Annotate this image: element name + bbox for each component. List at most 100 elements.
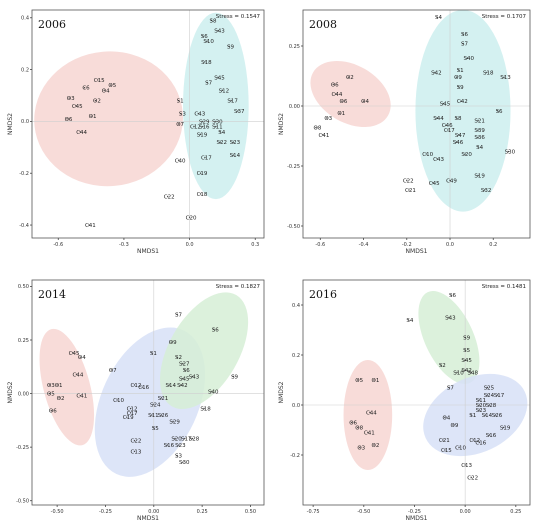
data-point <box>96 79 99 81</box>
point-label: S18 <box>483 70 494 76</box>
point-label: S5 <box>463 348 470 354</box>
data-point <box>202 35 204 37</box>
point-label: C45 <box>429 181 440 187</box>
point-label: O5 <box>355 378 363 384</box>
data-point <box>58 397 60 399</box>
point-label: S28 <box>189 437 200 443</box>
data-point <box>90 115 92 117</box>
point-label: S40 <box>464 56 475 62</box>
data-point <box>455 141 458 143</box>
data-point <box>464 369 466 371</box>
point-label: S47 <box>455 133 466 139</box>
data-point <box>362 100 365 102</box>
data-point <box>447 129 449 131</box>
stress-value: Stress = 0.1547 <box>216 14 261 20</box>
data-point <box>464 153 466 155</box>
data-point <box>373 444 375 446</box>
y-tick-label: -0.25 <box>16 445 29 451</box>
data-point <box>177 159 180 161</box>
data-point <box>483 189 486 191</box>
point-label: C10 <box>455 446 466 452</box>
data-point <box>341 100 343 102</box>
point-label: C40 <box>175 158 186 164</box>
data-point <box>502 426 505 429</box>
data-point <box>486 394 489 396</box>
point-label: O5 <box>108 83 116 89</box>
data-point <box>176 313 178 315</box>
point-label: C17 <box>127 411 138 417</box>
group-ellipse-C <box>343 360 393 470</box>
data-point <box>496 110 499 112</box>
data-point <box>477 119 479 122</box>
data-point <box>472 439 474 441</box>
point-label: S9 <box>227 44 234 50</box>
stress-value: Stress = 0.1481 <box>482 284 526 290</box>
data-point <box>177 123 180 125</box>
point-label: O2 <box>372 443 380 449</box>
data-point <box>48 392 51 395</box>
data-point <box>166 444 169 446</box>
data-point <box>79 131 81 133</box>
data-point <box>160 414 163 416</box>
data-point <box>184 369 186 371</box>
data-point <box>232 375 234 378</box>
data-point <box>188 216 191 218</box>
x-tick-label: -0.25 <box>99 509 112 515</box>
y-tick-label: 0.50 <box>18 284 29 290</box>
group-ellipse-S <box>160 292 249 410</box>
point-label: C41 <box>85 223 96 229</box>
point-label: S7 <box>461 42 468 48</box>
point-label: O6 <box>49 409 57 415</box>
data-point <box>206 81 208 84</box>
data-point <box>166 195 169 198</box>
data-point <box>180 384 182 386</box>
point-label: S23 <box>476 408 487 414</box>
data-point <box>406 179 408 182</box>
data-point <box>180 112 182 115</box>
data-point <box>347 76 350 78</box>
point-label: C41 <box>319 133 330 139</box>
point-label: S17 <box>494 393 505 399</box>
data-point <box>191 375 194 378</box>
point-label: S25 <box>484 386 495 392</box>
x-axis-label: NMDS1 <box>137 248 159 255</box>
point-label: S22 <box>216 140 227 146</box>
data-point <box>359 446 361 449</box>
data-point <box>477 146 479 148</box>
point-label: C10 <box>422 152 433 158</box>
data-point <box>211 390 213 393</box>
point-label: S20 <box>476 403 487 409</box>
data-point <box>460 100 462 102</box>
point-label: S39 <box>474 128 485 134</box>
point-label: C18 <box>197 192 208 198</box>
y-tick-label: 0.2 <box>292 353 300 359</box>
data-point <box>477 129 479 131</box>
data-point <box>444 124 447 126</box>
point-label: C20 <box>186 215 197 221</box>
data-point <box>462 33 464 35</box>
y-tick-label: -0.50 <box>16 499 29 505</box>
data-point <box>219 131 221 133</box>
data-point <box>199 133 202 136</box>
data-point <box>202 125 204 128</box>
data-point <box>332 83 334 86</box>
data-point <box>477 136 479 138</box>
point-label: S9 <box>457 85 464 91</box>
data-point <box>448 386 450 389</box>
point-label: S4 <box>476 145 483 151</box>
data-point <box>373 379 375 381</box>
point-label: C19 <box>123 415 134 421</box>
data-point <box>203 407 205 410</box>
group-ellipse-C <box>310 60 391 128</box>
data-point <box>217 30 219 32</box>
point-label: C45 <box>69 351 80 357</box>
point-label: S19 <box>500 426 511 432</box>
data-point <box>436 158 438 160</box>
data-point <box>215 120 217 123</box>
point-label: S14 <box>482 413 493 419</box>
data-point <box>204 156 206 159</box>
x-tick-label: -0.50 <box>357 509 370 515</box>
